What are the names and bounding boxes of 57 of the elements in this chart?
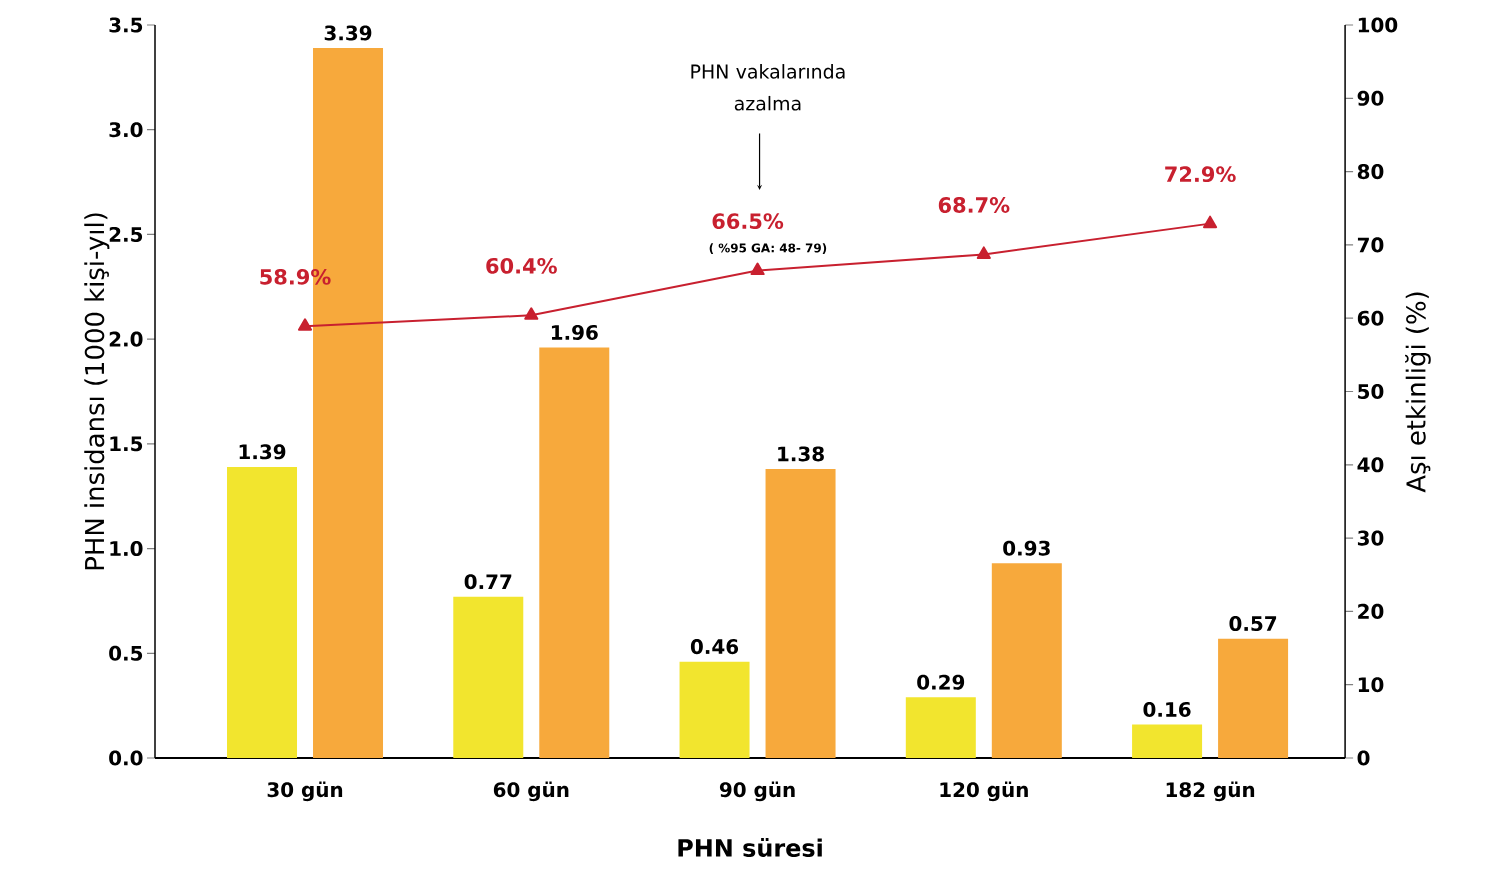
y2-tick-label: 70 [1357,237,1384,253]
data-label: 1.96 [551,324,598,340]
point [1203,215,1218,229]
data-label: 66.5% [712,213,784,230]
bar [1132,724,1203,758]
x-tick-label: 30 gün [267,781,343,802]
data-label: 60.4% [486,257,557,274]
y2-axis-title: Aşı etkinliği (%) [1405,292,1431,493]
data-label: 3.39 [324,25,372,41]
y2-tick-label: 90 [1357,90,1384,106]
y2-tick-label: 50 [1358,383,1384,400]
data-label: 1.38 [778,446,824,462]
bar [905,697,976,758]
y2-tick-label: 100 [1358,17,1398,33]
bar [991,563,1062,758]
data-label: 0.46 [690,639,739,655]
point [976,246,991,259]
data-label: 0.16 [1143,701,1191,717]
data-label: 68.7% [938,197,1010,213]
y-tick-label: 3.0 [109,122,143,138]
x-tick-label: 90 gün [719,781,795,802]
y2-tick-label: 60 [1357,310,1384,326]
bar [227,466,298,758]
annotation: ( %95 GA: 48- 79) [709,243,827,254]
bar [1218,638,1289,758]
bar [453,596,524,758]
data-label: 0.77 [464,574,512,590]
bar [539,347,610,758]
y2-tick-label: 80 [1357,164,1384,180]
x-tick-label: 120 gün [940,781,1028,802]
y-tick-label: 2.5 [109,226,143,242]
y-tick-label: 0.0 [109,750,143,766]
y-tick-label: 0.5 [109,645,143,661]
y-tick-label: 1.5 [110,436,143,452]
y2-tick-label: 0 [1357,750,1370,766]
y2-tick-label: 20 [1358,603,1384,619]
y2-tick-label: 10 [1358,677,1384,693]
y-axis-title: PHN insidansı (1000 kişi-yıl) [84,213,110,570]
annotation: PHN vakalarında azalma [691,64,845,111]
bar [765,468,836,758]
y2-tick-label: 40 [1357,457,1384,473]
x-axis-title: PHN süresi [678,838,822,857]
data-label: 0.29 [917,674,965,690]
y-tick-label: 1.0 [110,541,143,557]
y-tick-label: 3.5 [109,17,143,33]
x-tick-label: 182 gün [1166,781,1255,802]
data-label: 1.39 [239,444,286,460]
point [524,307,539,320]
data-label: 0.93 [1003,540,1050,556]
y-tick-label: 2.0 [109,331,143,347]
data-label: 0.57 [1229,616,1277,632]
data-label: 72.9% [1165,166,1236,183]
bar [679,661,750,758]
point [750,262,765,276]
x-tick-label: 60 gün [493,781,569,802]
point [297,318,313,331]
y2-tick-label: 30 [1357,530,1384,546]
